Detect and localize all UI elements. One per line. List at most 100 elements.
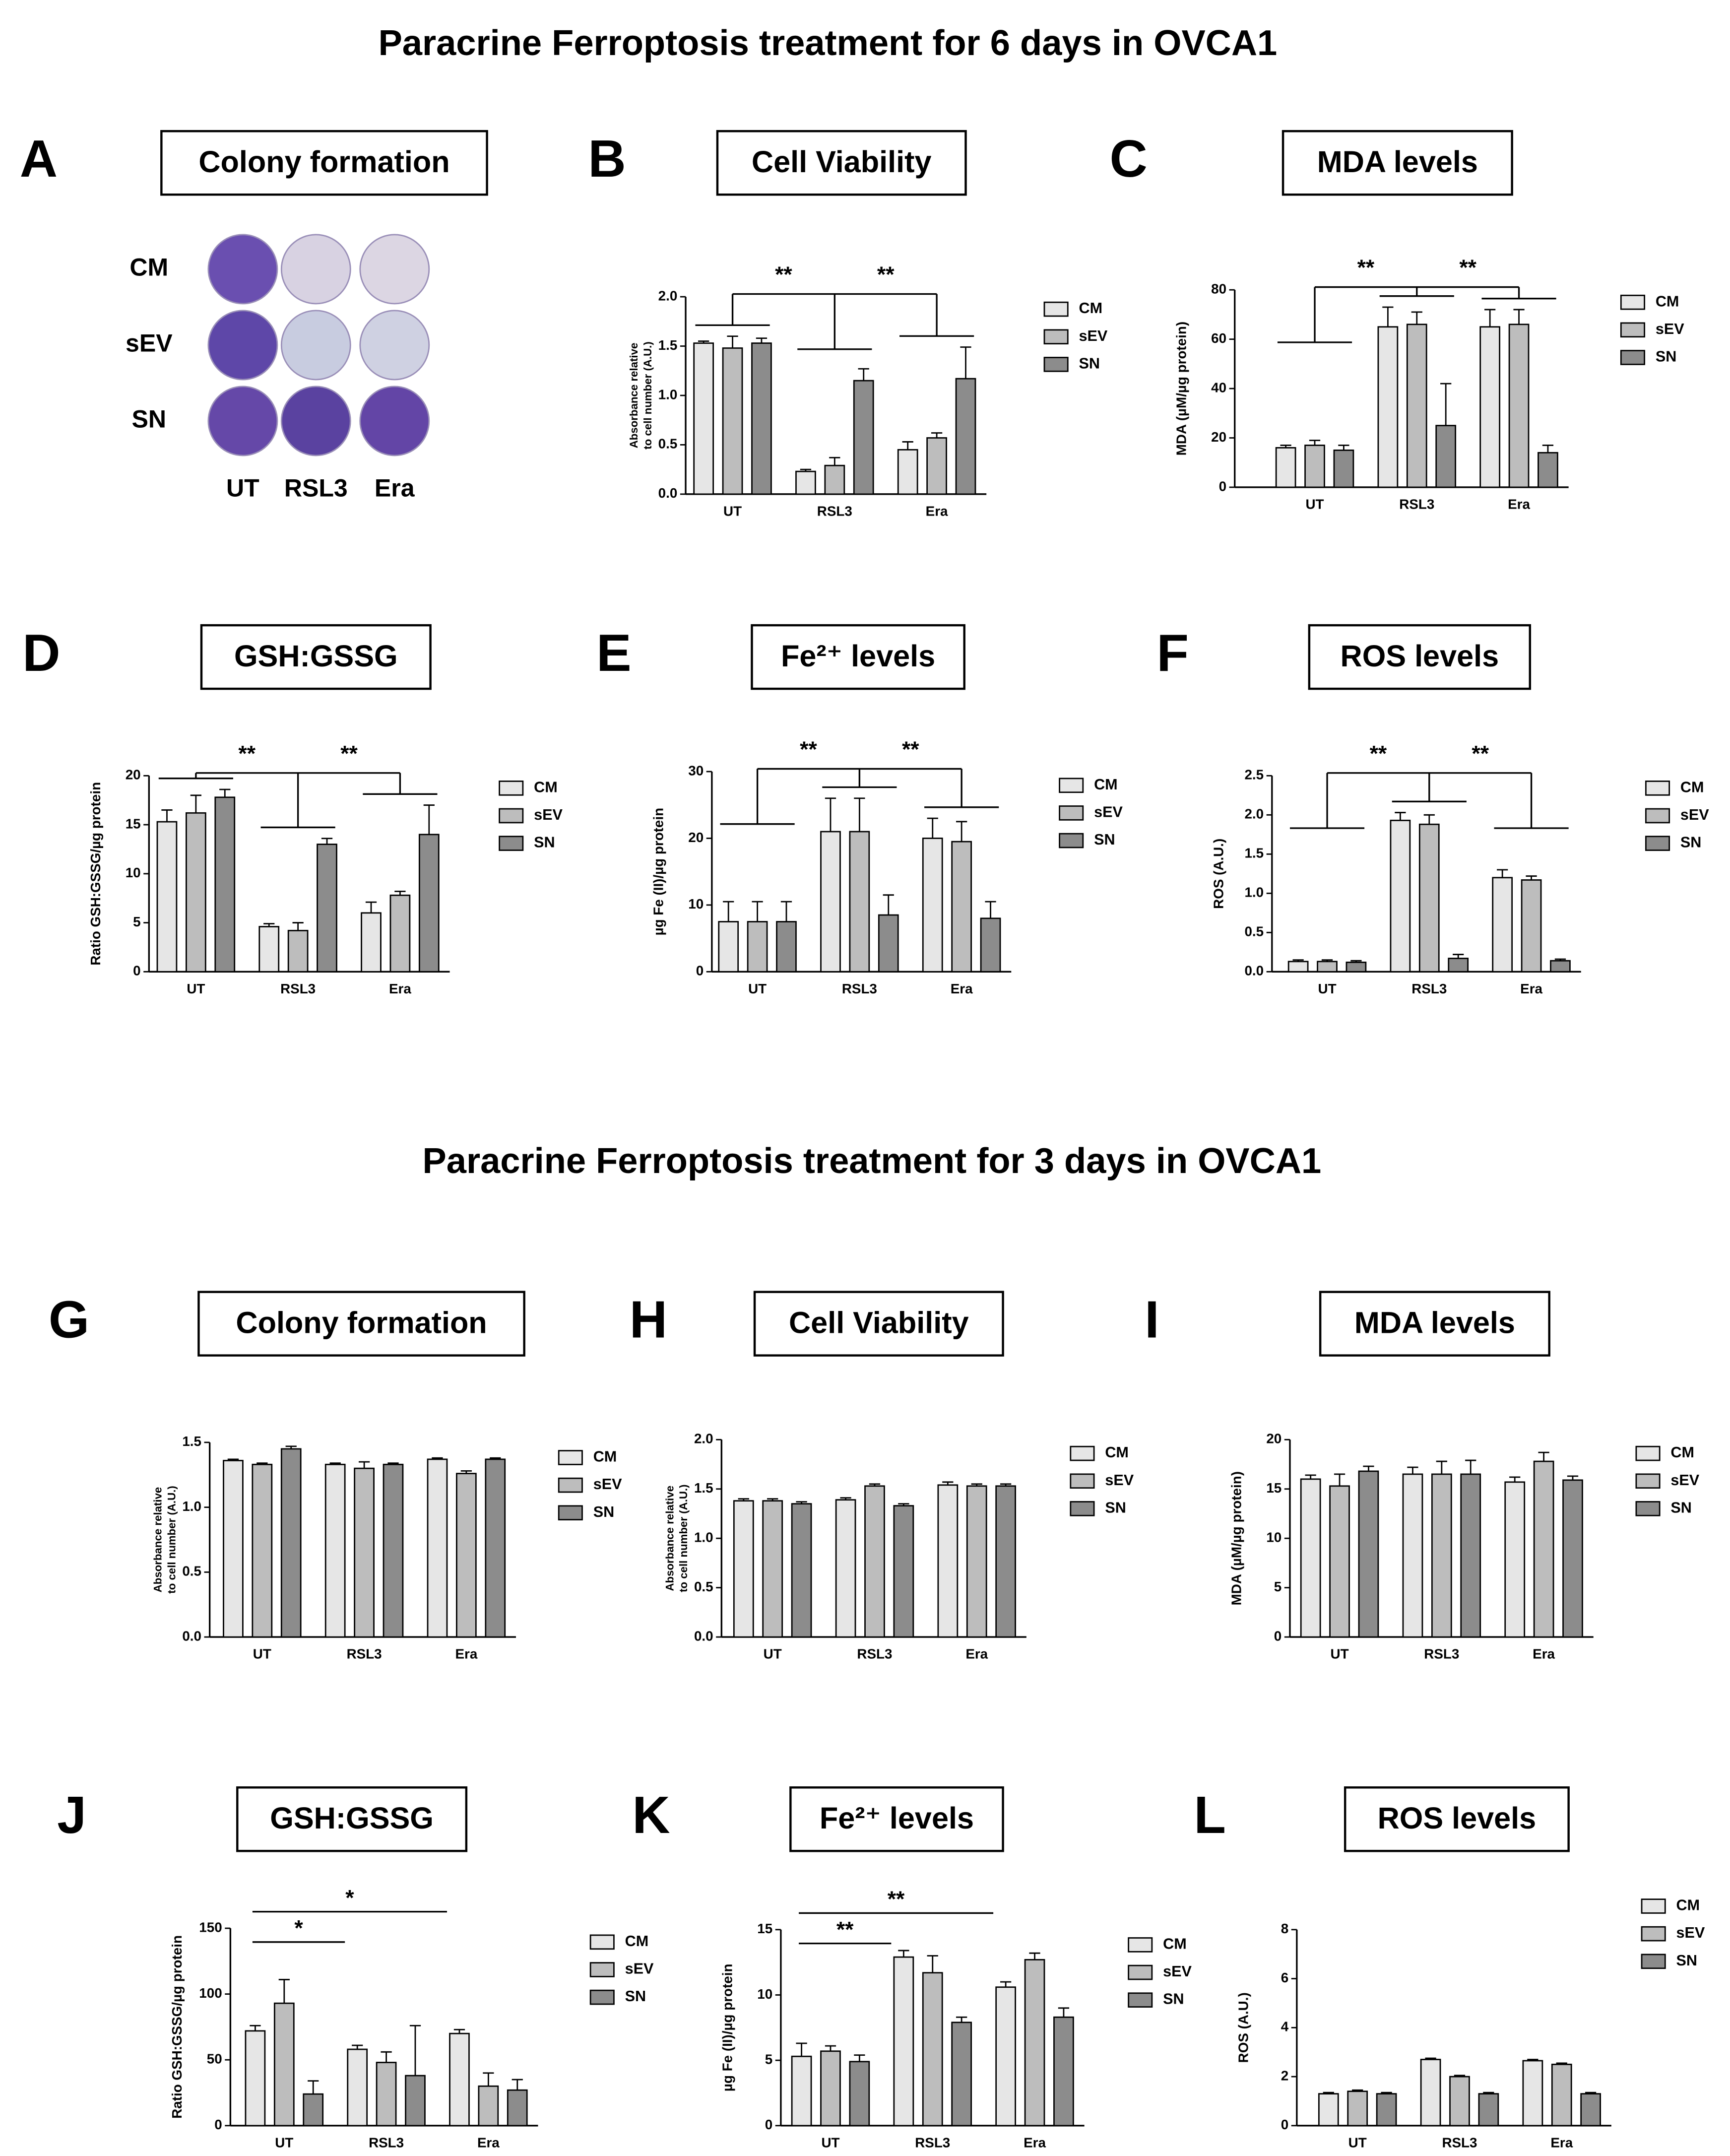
- y-tick-label: 0: [1274, 1628, 1281, 1643]
- x-tick-label: Era: [1508, 496, 1530, 512]
- bracket: [1277, 287, 1352, 343]
- section-title: Paracrine Ferroptosis treatment for 6 da…: [379, 23, 1278, 63]
- error-bar: [869, 1483, 881, 1486]
- x-tick-label: Era: [951, 981, 973, 996]
- bar: [1562, 1479, 1583, 1638]
- y-tick-label: 2.0: [1244, 806, 1264, 822]
- error-bar: [263, 923, 275, 927]
- legend-label: SN: [1094, 831, 1115, 848]
- x-tick-label: Era: [1533, 1646, 1555, 1662]
- bar: [1420, 2059, 1441, 2127]
- error-bar: [1526, 875, 1537, 880]
- error-bar: [1000, 1483, 1012, 1486]
- error-bar: [780, 901, 792, 922]
- significance-label: **: [775, 262, 792, 287]
- error-bar: [898, 1950, 909, 1958]
- bar: [995, 1986, 1016, 2127]
- error-bar: [756, 337, 768, 343]
- error-bar: [1407, 1466, 1418, 1474]
- bar: [405, 2075, 426, 2127]
- bar: [449, 2032, 470, 2127]
- x-tick-label: UT: [1318, 981, 1337, 996]
- x-tick-label: UT: [723, 503, 742, 519]
- legend-swatch: [1128, 1937, 1153, 1953]
- y-tick-label: 0.5: [182, 1564, 201, 1579]
- y-tick-label: 0.5: [694, 1579, 713, 1594]
- panel-letter: K: [632, 1786, 670, 1844]
- error-bar: [1323, 2091, 1334, 2094]
- bracket: [720, 769, 795, 825]
- x-tick-label: UT: [748, 981, 767, 996]
- legend-swatch: [558, 1477, 583, 1493]
- error-bar: [942, 1481, 954, 1485]
- y-axis-label: Absorbance relative: [663, 1486, 676, 1591]
- legend-swatch: [1641, 1898, 1666, 1914]
- legend-swatch: [1128, 1992, 1153, 2008]
- bar: [791, 1503, 812, 1638]
- bar: [693, 342, 714, 495]
- title-box: [716, 130, 967, 196]
- y-axis-label: MDA (µM/µg protein): [1173, 322, 1189, 456]
- bar: [1522, 2060, 1543, 2127]
- y-tick-label: 1.0: [658, 387, 678, 402]
- error-bar: [256, 1462, 268, 1465]
- legend-label: SN: [1163, 1991, 1184, 2008]
- well: [280, 234, 351, 305]
- legend-swatch: [1620, 350, 1645, 365]
- well: [359, 386, 430, 457]
- bar: [1358, 1470, 1379, 1638]
- error-bar: [1497, 869, 1508, 878]
- error-bar: [1352, 2089, 1363, 2091]
- title-box: [1308, 624, 1532, 690]
- error-bar: [1484, 309, 1496, 327]
- x-tick-label: UT: [253, 1646, 271, 1662]
- y-tick-label: 100: [199, 1985, 222, 2001]
- x-tick-label: UT: [764, 1646, 782, 1662]
- error-bar: [1058, 2007, 1070, 2018]
- error-bar: [365, 901, 377, 913]
- error-bar: [727, 335, 738, 348]
- y-tick-label: 0.0: [694, 1628, 713, 1643]
- legend-label: sEV: [1094, 803, 1123, 820]
- x-tick-label: Era: [455, 1646, 477, 1662]
- panel-title: Colony formation: [236, 1306, 487, 1340]
- error-bar: [381, 2051, 392, 2063]
- bar: [1376, 2093, 1397, 2127]
- legend-label: SN: [1105, 1499, 1126, 1516]
- bar: [795, 470, 816, 495]
- y-axis-label: to cell number (A.U.): [165, 1486, 178, 1593]
- bracket: [797, 294, 872, 350]
- legend-label: SN: [593, 1503, 614, 1520]
- legend-label: SN: [1680, 834, 1701, 851]
- error-bar: [358, 1461, 370, 1469]
- legend-swatch: [1645, 836, 1670, 851]
- bar: [324, 1463, 346, 1638]
- bar: [186, 812, 206, 973]
- y-tick-label: 0.5: [658, 436, 678, 452]
- well: [280, 310, 351, 381]
- error-bar: [825, 2045, 836, 2051]
- x-tick-label: UT: [1331, 1646, 1349, 1662]
- bar: [507, 2089, 528, 2127]
- x-tick-label: RSL3: [1424, 1646, 1459, 1662]
- bar: [1508, 324, 1530, 488]
- legend-swatch: [1070, 1445, 1095, 1461]
- error-bar: [1363, 1465, 1374, 1471]
- x-tick-label: RSL3: [842, 981, 877, 996]
- bar: [383, 1463, 404, 1638]
- error-bar: [956, 2016, 967, 2023]
- bar: [849, 831, 870, 973]
- bar: [995, 1485, 1016, 1638]
- error-bar: [898, 1503, 909, 1506]
- y-tick-label: 10: [757, 1986, 772, 2002]
- bar: [280, 1448, 302, 1638]
- well: [280, 386, 351, 457]
- error-bar: [285, 1445, 297, 1449]
- bar: [1377, 326, 1399, 488]
- column-label: Era: [375, 474, 415, 502]
- legend-label: SN: [625, 1988, 646, 2005]
- title-box: [789, 1786, 1004, 1852]
- y-tick-label: 20: [1266, 1431, 1281, 1446]
- error-bar: [829, 457, 840, 466]
- bar: [835, 1499, 856, 1638]
